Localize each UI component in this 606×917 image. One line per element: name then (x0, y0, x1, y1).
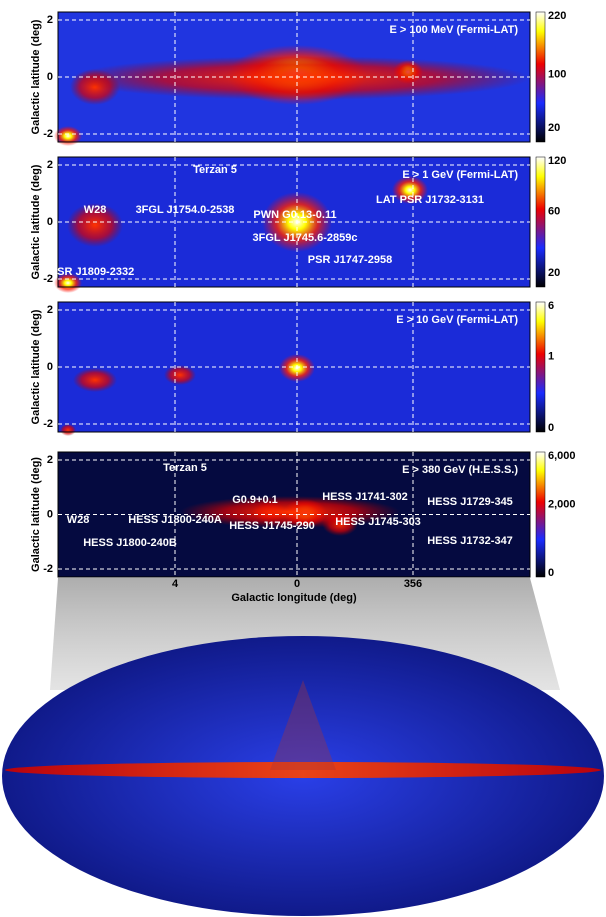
colorbar-tick-label: 2,000 (548, 498, 576, 510)
colorbar-tick-label: 120 (548, 155, 566, 167)
zoom-region (270, 680, 336, 770)
y-tick-label: -2 (43, 273, 53, 285)
y-tick-label: 2 (47, 159, 53, 171)
y-tick-label: 0 (47, 361, 53, 373)
colorbar-tick-label: 0 (548, 422, 554, 434)
colorbar (535, 301, 546, 433)
colorbar-tick-label: 1 (548, 351, 554, 363)
emission (54, 126, 82, 146)
emission (67, 203, 123, 247)
colorbar-tick-label: 60 (548, 206, 560, 218)
y-tick-label: 2 (47, 304, 53, 316)
source-label: HESS J1732-347 (427, 535, 513, 547)
colorbar-tick-label: 0 (548, 567, 554, 579)
source-label: PWN G0.13-0.11 (253, 209, 336, 221)
x-tick-label: 4 (172, 578, 179, 590)
x-tick-label: 356 (404, 578, 422, 590)
source-label: LAT PSR J1732-3131 (376, 194, 484, 206)
y-tick-label: 0 (47, 216, 53, 228)
energy-label: E > 1 GeV (Fermi-LAT) (402, 169, 518, 181)
source-label: HESS J1745-303 (335, 516, 421, 528)
emission (392, 176, 428, 204)
energy-label: E > 100 MeV (Fermi-LAT) (390, 24, 519, 36)
x-axis-label: Galactic longitude (deg) (231, 592, 357, 604)
x-tick-label: 0 (294, 578, 300, 590)
emission (164, 365, 196, 385)
y-axis-label: Galactic latitude (deg) (30, 457, 42, 572)
colorbar (535, 451, 546, 578)
y-tick-label: 0 (47, 71, 53, 83)
energy-label: E > 380 GeV (H.E.S.S.) (402, 464, 518, 476)
y-tick-label: -2 (43, 418, 53, 430)
source-label: 3FGL J1754.0-2538 (136, 204, 235, 216)
source-label: Terzan 5 (193, 164, 237, 176)
y-tick-label: -2 (43, 128, 53, 140)
colorbar-tick-label: 20 (548, 122, 560, 134)
source-label: HESS J1745-290 (229, 520, 315, 532)
y-tick-label: -2 (43, 563, 53, 575)
emission (180, 496, 400, 528)
galactic-plane (5, 762, 601, 778)
y-tick-label: 2 (47, 454, 53, 466)
source-label: W28 (67, 514, 90, 526)
y-axis-label: Galactic latitude (deg) (30, 164, 42, 279)
colorbar-tick-label: 6 (548, 300, 554, 312)
colorbar-tick-label: 6,000 (548, 450, 576, 462)
source-label: HESS J1800-240B (83, 537, 177, 549)
colorbar-tick-label: 20 (548, 267, 560, 279)
emission (70, 56, 530, 100)
source-label: PSR J1747-2958 (308, 254, 392, 266)
source-label: 3FGL J1745.6-2859c (253, 232, 358, 244)
emission (60, 424, 76, 436)
energy-label: E > 10 GeV (Fermi-LAT) (396, 314, 518, 326)
colorbar (535, 11, 546, 143)
emission (54, 273, 82, 293)
y-tick-label: 0 (47, 508, 53, 520)
source-label: W28 (84, 204, 107, 216)
y-axis-label: Galactic latitude (deg) (30, 309, 42, 424)
source-label: PSR J1809-2332 (50, 266, 134, 278)
source-label: Terzan 5 (163, 462, 207, 474)
colorbar-tick-label: 220 (548, 10, 566, 22)
colorbar (535, 156, 546, 288)
source-label: HESS J1741-302 (322, 491, 408, 503)
y-axis-label: Galactic latitude (deg) (30, 19, 42, 134)
source-label: HESS J1800-240A (128, 514, 222, 526)
source-label: HESS J1729-345 (427, 496, 513, 508)
y-tick-label: 2 (47, 14, 53, 26)
colorbar-tick-label: 100 (548, 68, 566, 80)
source-label: G0.9+0.1 (232, 494, 278, 506)
emission (73, 368, 117, 392)
